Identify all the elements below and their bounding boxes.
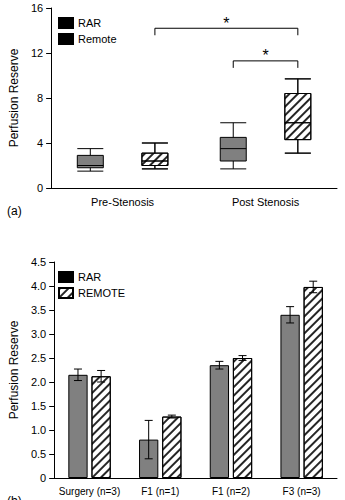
svg-text:0: 0 [40, 472, 46, 484]
svg-text:Surgery (n=3): Surgery (n=3) [59, 486, 120, 497]
svg-text:2.5: 2.5 [31, 352, 46, 364]
svg-text:2.0: 2.0 [31, 376, 46, 388]
svg-text:F1 (n=2): F1 (n=2) [212, 486, 250, 497]
svg-text:RAR: RAR [78, 17, 101, 29]
svg-text:4: 4 [37, 137, 43, 149]
svg-text:4.0: 4.0 [31, 280, 46, 292]
svg-text:F3 (n=3): F3 (n=3) [283, 486, 321, 497]
svg-text:3.0: 3.0 [31, 328, 46, 340]
svg-text:4.5: 4.5 [31, 256, 46, 268]
svg-text:1.0: 1.0 [31, 424, 46, 436]
svg-text:16: 16 [31, 2, 43, 14]
svg-text:1.5: 1.5 [31, 400, 46, 412]
svg-text:3.5: 3.5 [31, 304, 46, 316]
svg-text:*: * [262, 47, 268, 64]
svg-text:*: * [223, 15, 229, 32]
svg-text:Perfusion Reserve: Perfusion Reserve [7, 320, 21, 419]
svg-text:Post Stenosis: Post Stenosis [232, 196, 300, 208]
svg-text:0: 0 [37, 182, 43, 194]
svg-text:F1 (n=1): F1 (n=1) [141, 486, 179, 497]
svg-text:Remote: Remote [78, 33, 117, 45]
svg-text:12: 12 [31, 47, 43, 59]
svg-text:Perfusion Reserve: Perfusion Reserve [7, 48, 21, 147]
svg-text:8: 8 [37, 92, 43, 104]
svg-text:(a): (a) [7, 204, 22, 218]
svg-text:Pre-Stenosis: Pre-Stenosis [91, 196, 154, 208]
svg-text:RAR: RAR [78, 271, 101, 283]
svg-text:0.5: 0.5 [31, 448, 46, 460]
svg-text:REMOTE: REMOTE [78, 287, 125, 299]
svg-text:(b): (b) [7, 494, 22, 500]
